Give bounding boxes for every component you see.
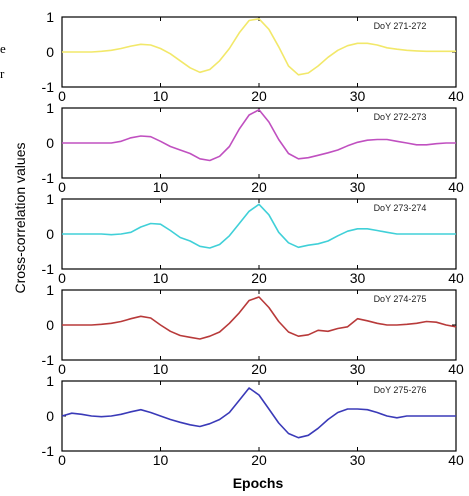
y-tick-label: 1 — [46, 373, 54, 389]
x-tick-label: 20 — [251, 361, 267, 377]
x-tick-label: 40 — [448, 88, 464, 104]
y-tick-label: -1 — [42, 443, 55, 459]
panel-label-4: DoY 274-275 — [374, 294, 427, 304]
x-tick-label: 0 — [58, 179, 66, 195]
y-tick-label: -1 — [42, 79, 55, 95]
y-tick-label: 0 — [46, 226, 54, 242]
y-tick-label: 0 — [46, 317, 54, 333]
y-tick-label: -1 — [42, 170, 55, 186]
left-edge-fragment-2: r — [0, 66, 5, 81]
x-tick-label: 20 — [251, 88, 267, 104]
left-edge-fragment-1: e — [0, 41, 6, 56]
panel-label-5: DoY 275-276 — [374, 385, 427, 395]
series-line-4 — [62, 296, 457, 340]
x-tick-label: 20 — [251, 179, 267, 195]
x-tick-label: 0 — [58, 452, 66, 468]
y-tick-label: 1 — [46, 9, 54, 25]
panel-label-1: DoY 271-272 — [374, 21, 427, 31]
x-tick-label: 40 — [448, 361, 464, 377]
series-line-5 — [61, 387, 456, 439]
x-tick-label: 20 — [251, 270, 267, 286]
x-tick-label: 0 — [58, 270, 66, 286]
x-tick-label: 40 — [448, 179, 464, 195]
y-tick-label: 0 — [46, 44, 54, 60]
y-tick-label: -1 — [42, 261, 55, 277]
x-tick-label: 30 — [350, 179, 366, 195]
x-tick-label: 40 — [448, 270, 464, 286]
y-axis-label: Cross-correlation values — [12, 143, 28, 294]
x-tick-label: 40 — [448, 452, 464, 468]
x-tick-label: 30 — [350, 452, 366, 468]
y-tick-label: 0 — [46, 135, 54, 151]
x-tick-label: 30 — [350, 270, 366, 286]
y-tick-label: 1 — [46, 100, 54, 116]
x-tick-label: 0 — [58, 88, 66, 104]
x-tick-label: 0 — [58, 361, 66, 377]
y-tick-label: 1 — [46, 191, 54, 207]
y-tick-label: 1 — [46, 282, 54, 298]
panel-label-3: DoY 273-274 — [374, 203, 427, 213]
series-line-2 — [62, 109, 456, 162]
x-tick-label: 10 — [153, 88, 169, 104]
panel-frame — [61, 16, 457, 88]
y-tick-label: -1 — [42, 352, 55, 368]
x-tick-label: 10 — [153, 179, 169, 195]
y-tick-label: 0 — [46, 408, 54, 424]
x-tick-label: 10 — [153, 452, 169, 468]
x-tick-label: 10 — [153, 270, 169, 286]
x-tick-label: 20 — [251, 452, 267, 468]
x-tick-label: 10 — [153, 361, 169, 377]
x-tick-label: 30 — [350, 88, 366, 104]
series-line-3 — [62, 203, 456, 249]
panel-label-2: DoY 272-273 — [374, 112, 427, 122]
x-axis-label: Epochs — [233, 475, 284, 491]
series-line-1 — [62, 17, 456, 76]
x-tick-label: 30 — [350, 361, 366, 377]
